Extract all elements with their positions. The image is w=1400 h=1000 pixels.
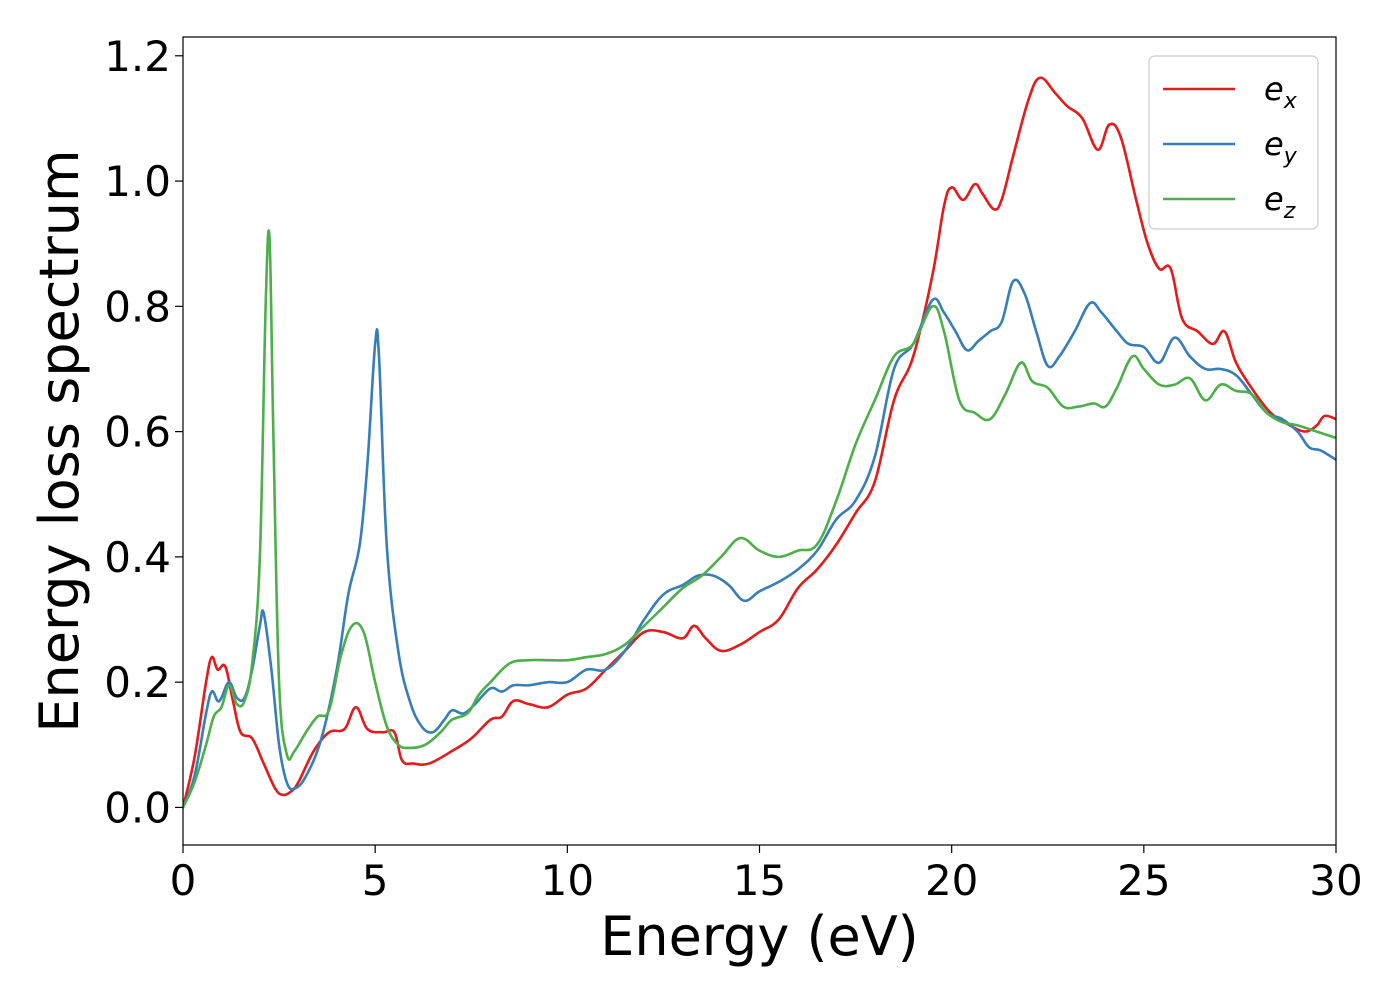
y-tick-label: 0.4	[104, 533, 171, 582]
legend-box	[1148, 55, 1319, 230]
legend-label: ex	[1264, 70, 1298, 114]
y-tick-label: 0.0	[104, 783, 171, 832]
x-tick-label: 15	[733, 856, 786, 905]
y-tick-label: 1.2	[104, 32, 171, 81]
tick-layer: 0 5 10 15 20 25 30 0.0 0.2 0.4 0.6 0.8 1.0 1.2	[104, 32, 1363, 905]
y-tick-label: 0.2	[104, 658, 171, 707]
series-line-e-z	[183, 229, 1336, 809]
y-axis-label: Energy loss spectrum	[28, 149, 91, 732]
legend-label: ez	[1264, 180, 1296, 224]
y-tick-label: 1.0	[104, 157, 171, 206]
x-tick-label: 0	[170, 856, 197, 905]
legend-label-main: e	[1264, 125, 1284, 163]
series-line-e-y	[183, 278, 1336, 809]
series-line-e-x	[183, 76, 1336, 809]
legend-entry-e-z: ez	[1163, 180, 1296, 224]
x-tick-label: 10	[541, 856, 594, 905]
series-layer	[183, 76, 1336, 809]
legend-label: ey	[1264, 125, 1298, 169]
x-tick-label: 20	[925, 856, 978, 905]
legend-label-subscript: x	[1283, 89, 1298, 114]
x-tick-label: 25	[1117, 856, 1170, 905]
legend-label-subscript: y	[1283, 144, 1298, 169]
y-tick-label: 0.8	[104, 282, 171, 331]
x-axis-label: Energy (eV)	[600, 905, 919, 968]
legend-label-main: e	[1264, 180, 1284, 218]
legend-label-subscript: z	[1283, 199, 1296, 224]
legend-entry-e-y: ey	[1163, 125, 1298, 169]
legend-label-main: e	[1264, 70, 1284, 108]
x-tick-label: 30	[1309, 856, 1362, 905]
legend-entry-e-x: ex	[1163, 70, 1298, 114]
x-tick-label: 5	[362, 856, 389, 905]
y-tick-label: 0.6	[104, 408, 171, 457]
